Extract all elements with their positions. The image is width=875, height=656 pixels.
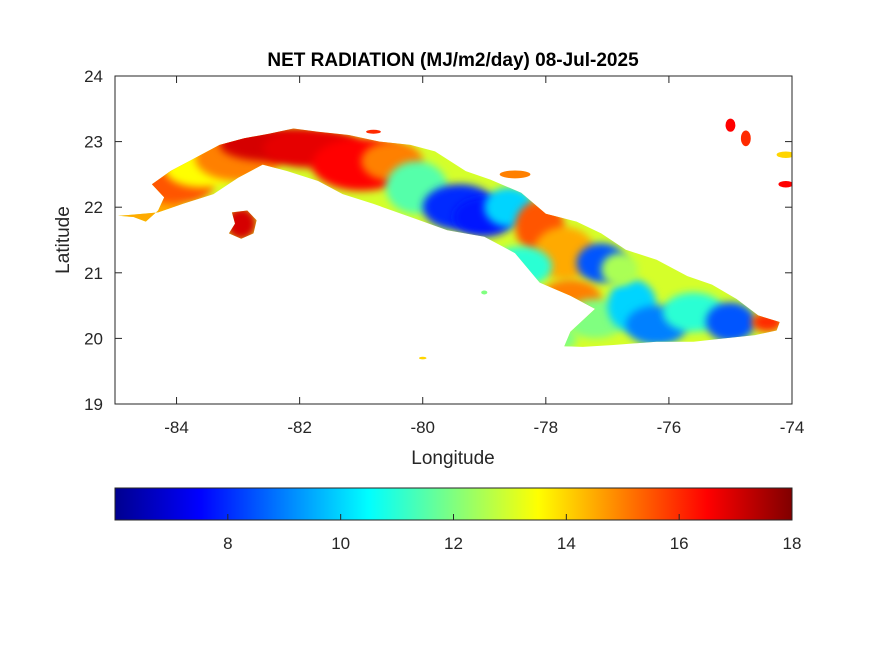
- islet: [778, 180, 792, 188]
- islet: [481, 290, 488, 295]
- x-tick-label: -74: [780, 418, 805, 437]
- islet: [740, 130, 751, 147]
- colorbar-tick-label: 10: [331, 534, 350, 553]
- x-axis-label: Longitude: [411, 448, 494, 469]
- y-tick-label: 20: [84, 329, 103, 348]
- colorbar-tick-label: 14: [557, 534, 576, 553]
- x-tick-label: -78: [534, 418, 559, 437]
- islet: [419, 356, 427, 360]
- axes-box: [114, 75, 793, 405]
- x-axis: -84 -82 -80 -78 -76 -74: [164, 76, 804, 437]
- y-tick-label: 23: [84, 133, 103, 152]
- x-tick-label: -82: [287, 418, 312, 437]
- islet: [725, 118, 736, 132]
- x-tick-label: -84: [164, 418, 189, 437]
- islet: [499, 170, 531, 179]
- y-tick-label: 22: [84, 198, 103, 217]
- radiation-cell: [225, 207, 257, 241]
- y-tick-label: 19: [84, 395, 103, 414]
- islet: [366, 129, 381, 134]
- colorbar-tick-label: 18: [783, 534, 802, 553]
- colorbar-tick-label: 12: [444, 534, 463, 553]
- y-tick-label: 21: [84, 264, 103, 283]
- y-axis-label: Latitude: [53, 206, 74, 274]
- colorbar-tick-label: 8: [223, 534, 232, 553]
- radiation-field: [118, 128, 780, 347]
- chart-title: NET RADIATION (MJ/m2/day) 08-Jul-2025: [267, 50, 639, 71]
- y-axis: 19 20 21 22 23 24: [84, 67, 792, 414]
- x-tick-label: -80: [410, 418, 435, 437]
- colorbar-ticks: 8 10 12 14 16 18: [223, 514, 801, 553]
- islet: [776, 151, 792, 158]
- y-tick-label: 24: [84, 67, 103, 86]
- map-area: [118, 118, 792, 360]
- x-tick-label: -76: [657, 418, 682, 437]
- colorbar-tick-label: 16: [670, 534, 689, 553]
- radiation-cell: [601, 253, 639, 286]
- radiation-cell: [705, 302, 756, 342]
